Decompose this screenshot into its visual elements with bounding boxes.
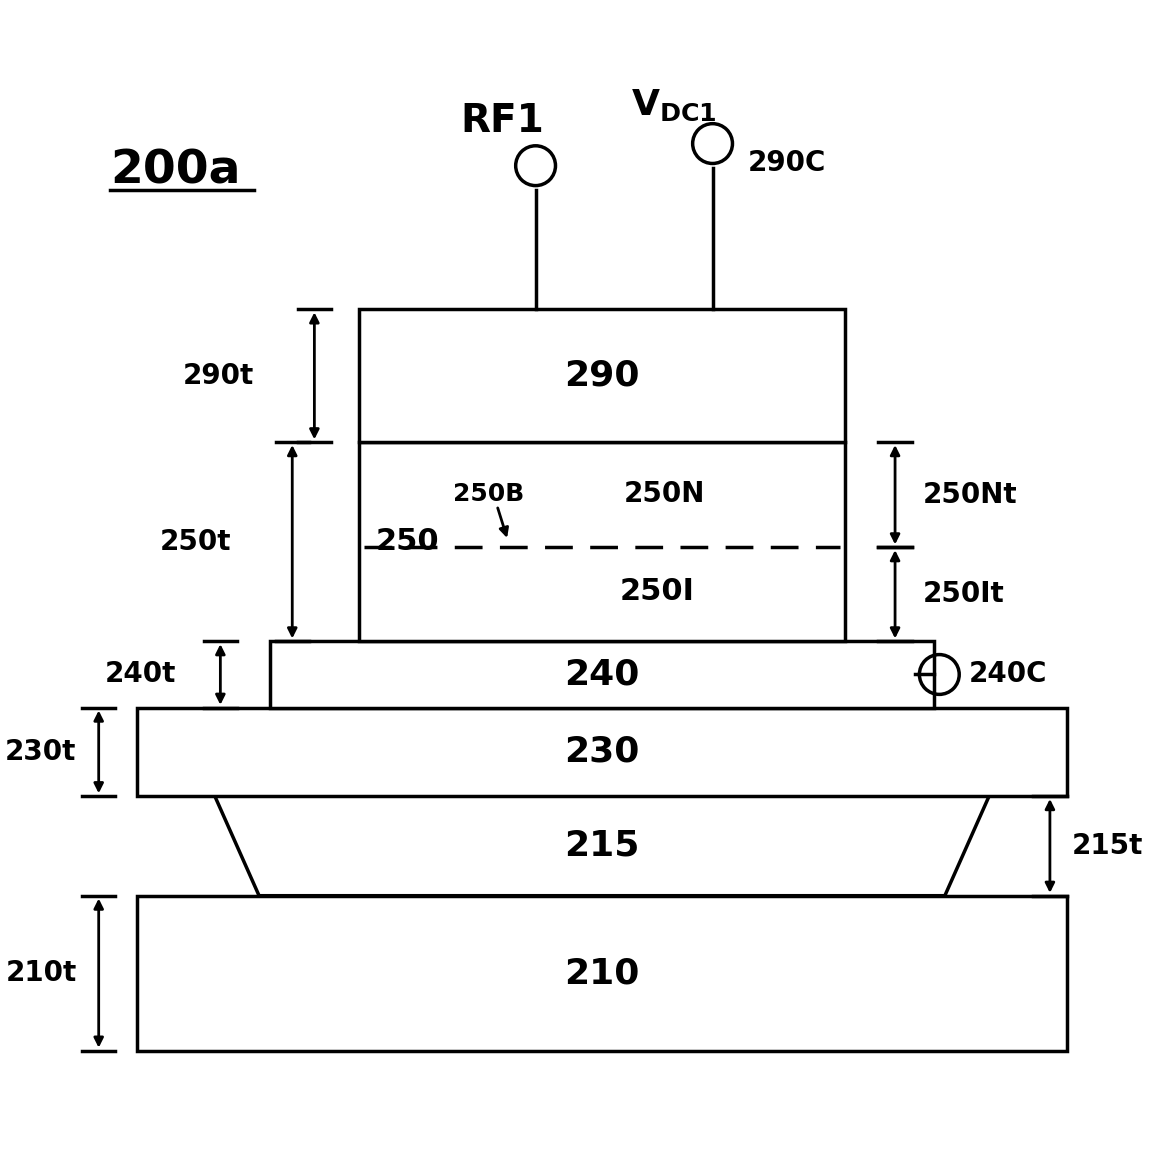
Text: 230t: 230t [5,738,76,766]
Text: 215: 215 [564,829,640,863]
Text: 290t: 290t [182,362,254,390]
Text: 290: 290 [564,359,640,393]
Text: 240: 240 [564,657,640,691]
Text: 210t: 210t [6,959,76,987]
Text: 250B: 250B [453,482,524,506]
Text: 240t: 240t [104,661,176,688]
Bar [358,309,845,442]
Text: 210: 210 [564,956,640,990]
Bar [138,708,1066,796]
Polygon shape [214,796,989,895]
Text: 250N: 250N [624,481,706,509]
Bar [270,641,934,708]
Bar [138,895,1066,1050]
Text: 230: 230 [564,735,640,769]
Text: RF1: RF1 [460,102,545,141]
Text: $\mathbf{V_{DC1}}$: $\mathbf{V_{DC1}}$ [630,87,716,123]
Text: 250t: 250t [160,527,232,556]
Text: 215t: 215t [1072,832,1144,860]
Text: 240C: 240C [969,661,1048,688]
Text: 290C: 290C [748,150,826,177]
Text: 250It: 250It [923,580,1005,608]
Text: 250I: 250I [620,577,694,606]
Text: 200a: 200a [110,149,240,193]
Text: 250Nt: 250Nt [923,481,1018,509]
Text: 250: 250 [376,527,439,557]
Bar [358,442,845,641]
